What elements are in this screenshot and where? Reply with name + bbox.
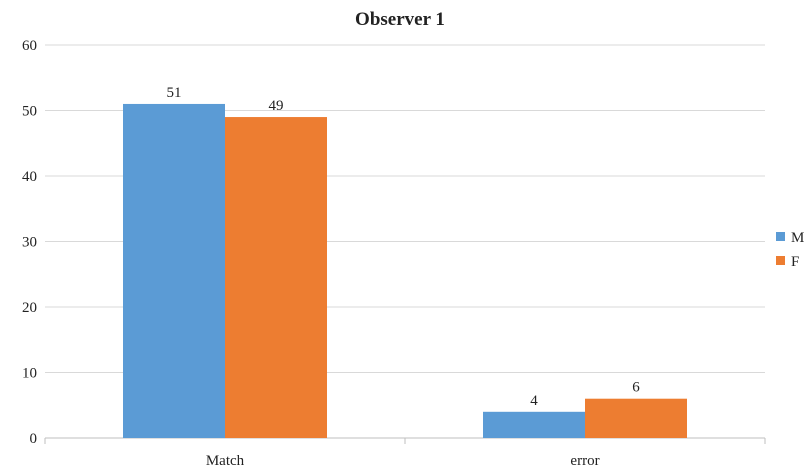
y-tick-label: 0 [30, 431, 38, 447]
data-label: 51 [167, 85, 182, 101]
y-tick-label: 30 [22, 235, 37, 251]
y-tick-label: 10 [22, 366, 37, 382]
data-labels: 51 49 4 6 [167, 85, 641, 409]
chart-title: Observer 1 [355, 9, 445, 30]
legend-swatch-F [776, 256, 785, 265]
legend-label-M: M [791, 230, 804, 246]
y-tick-label: 20 [22, 300, 37, 316]
x-tick-label: error [570, 453, 599, 469]
y-tick-label: 50 [22, 104, 37, 120]
y-tick-label: 60 [22, 38, 37, 54]
bar-F-error [585, 398, 687, 438]
bar-M-error [483, 411, 585, 438]
data-label: 49 [269, 98, 284, 114]
legend-swatch-M [776, 232, 785, 241]
y-tick-label: 40 [22, 169, 37, 185]
x-tick-label: Match [206, 453, 245, 469]
data-label: 4 [530, 393, 538, 409]
bar-M-Match [123, 103, 225, 438]
data-label: 6 [632, 380, 640, 396]
legend: MF [776, 230, 804, 270]
bars [123, 103, 687, 439]
bar-F-Match [225, 117, 327, 439]
legend-label-F: F [791, 254, 799, 270]
